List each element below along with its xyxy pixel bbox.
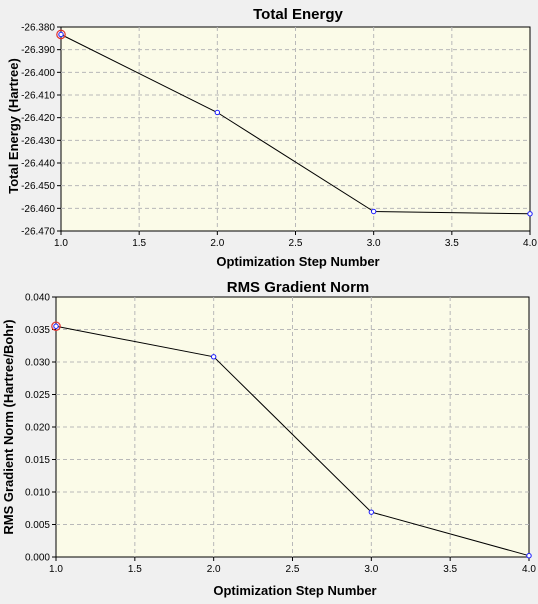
y-axis-label: RMS Gradient Norm (Hartree/Bohr) bbox=[1, 319, 16, 534]
y-tick-label: -26.390 bbox=[21, 45, 55, 56]
x-axis-label: Optimization Step Number bbox=[213, 583, 376, 598]
y-tick-label: -26.460 bbox=[21, 204, 55, 215]
data-point[interactable] bbox=[58, 31, 64, 38]
data-point[interactable] bbox=[527, 211, 533, 217]
y-tick-label: -26.450 bbox=[21, 181, 55, 192]
x-tick-label: 3.0 bbox=[367, 238, 381, 249]
y-tick-label: 0.020 bbox=[25, 423, 50, 434]
x-tick-label: 3.5 bbox=[445, 238, 459, 249]
y-tick-label: 0.005 bbox=[25, 520, 50, 531]
x-tick-label: 2.0 bbox=[210, 238, 224, 249]
x-axis-label: Optimization Step Number bbox=[216, 254, 379, 269]
series-line bbox=[60, 34, 531, 215]
series-line bbox=[55, 325, 530, 557]
current-point-highlight bbox=[56, 29, 66, 40]
x-tick-label: 2.5 bbox=[289, 238, 303, 249]
chart-title: Total Energy bbox=[253, 6, 343, 23]
data-point[interactable] bbox=[53, 323, 59, 329]
data-point[interactable] bbox=[526, 553, 532, 559]
y-axis-label: Total Energy (Hartree) bbox=[6, 58, 21, 194]
chart-title: RMS Gradient Norm bbox=[227, 279, 370, 296]
data-point[interactable] bbox=[210, 354, 217, 360]
y-tick-label: -26.410 bbox=[21, 91, 55, 102]
y-tick-label: -26.470 bbox=[21, 227, 55, 238]
y-tick-label: -26.420 bbox=[21, 113, 55, 124]
y-tick-label: -26.380 bbox=[21, 23, 55, 34]
x-tick-label: 4.0 bbox=[523, 238, 537, 249]
x-tick-label: 2.0 bbox=[207, 564, 221, 575]
data-point[interactable] bbox=[370, 208, 377, 215]
data-point[interactable] bbox=[214, 109, 221, 116]
current-point-highlight bbox=[51, 321, 61, 332]
y-tick-label: -26.440 bbox=[21, 159, 55, 170]
x-tick-label: 1.5 bbox=[128, 564, 142, 575]
y-tick-label: 0.010 bbox=[25, 488, 50, 499]
y-tick-label: 0.040 bbox=[25, 293, 50, 304]
y-tick-label: -26.430 bbox=[21, 136, 55, 147]
x-tick-label: 3.5 bbox=[443, 564, 457, 575]
y-tick-label: 0.025 bbox=[25, 390, 50, 401]
y-tick-label: 0.030 bbox=[25, 358, 50, 369]
x-tick-label: 3.0 bbox=[364, 564, 378, 575]
total-energy-chart: Total Energy Total Energy (Hartree) Opti… bbox=[0, 0, 538, 285]
x-tick-label: 2.5 bbox=[286, 564, 300, 575]
y-tick-label: 0.000 bbox=[25, 553, 50, 564]
data-point[interactable] bbox=[368, 509, 375, 515]
rms-gradient-norm-chart: RMS Gradient Norm RMS Gradient Norm (Har… bbox=[0, 279, 538, 599]
x-tick-label: 4.0 bbox=[522, 564, 536, 575]
y-tick-label: 0.035 bbox=[25, 325, 50, 336]
y-tick-label: 0.015 bbox=[25, 455, 50, 466]
y-tick-label: -26.400 bbox=[21, 68, 55, 79]
x-tick-label: 1.5 bbox=[132, 238, 146, 249]
x-tick-label: 1.0 bbox=[49, 564, 63, 575]
x-tick-label: 1.0 bbox=[54, 238, 68, 249]
